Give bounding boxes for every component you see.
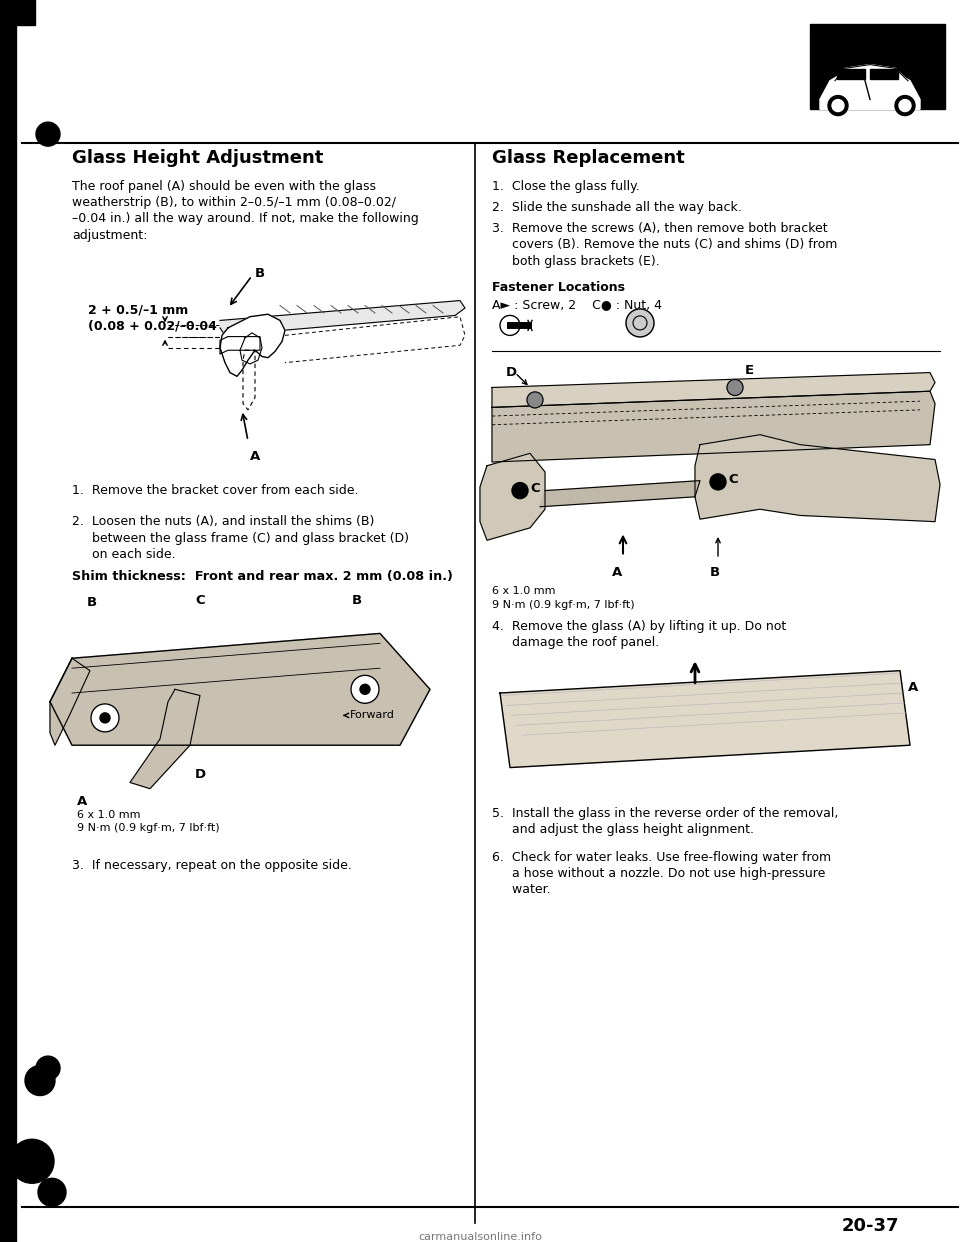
Circle shape: [512, 483, 528, 498]
Text: D: D: [506, 366, 517, 379]
Polygon shape: [695, 435, 940, 522]
Polygon shape: [820, 68, 920, 109]
Text: 2.  Slide the sunshade all the way back.: 2. Slide the sunshade all the way back.: [492, 201, 742, 214]
Circle shape: [351, 676, 379, 703]
Text: 9 N·m (0.9 kgf·m, 7 lbf·ft): 9 N·m (0.9 kgf·m, 7 lbf·ft): [492, 600, 635, 610]
Bar: [870, 70, 898, 79]
Text: 3.  Remove the screws (A), then remove both bracket: 3. Remove the screws (A), then remove bo…: [492, 222, 828, 235]
Text: (0.08 + 0.02/–0.04 in.): (0.08 + 0.02/–0.04 in.): [88, 319, 245, 332]
Text: 2 + 0.5/–1 mm: 2 + 0.5/–1 mm: [88, 303, 188, 315]
Text: 20-37: 20-37: [841, 1217, 899, 1235]
Polygon shape: [500, 671, 910, 768]
Text: 2.  Loosen the nuts (A), and install the shims (B): 2. Loosen the nuts (A), and install the …: [72, 515, 374, 528]
Text: 5.  Install the glass in the reverse order of the removal,: 5. Install the glass in the reverse orde…: [492, 807, 838, 820]
Polygon shape: [243, 350, 255, 410]
Text: on each side.: on each side.: [72, 548, 176, 560]
Polygon shape: [835, 65, 908, 81]
Text: adjustment:: adjustment:: [72, 229, 148, 241]
Bar: [810, 25, 945, 109]
Bar: [0, 0, 16, 1242]
Text: A: A: [77, 795, 87, 807]
Text: E: E: [745, 364, 755, 376]
Text: carmanualsonline.info: carmanualsonline.info: [418, 1232, 542, 1242]
Text: Glass Height Adjustment: Glass Height Adjustment: [72, 149, 324, 166]
Circle shape: [36, 1056, 60, 1081]
Polygon shape: [492, 391, 935, 462]
Polygon shape: [50, 633, 430, 745]
Text: covers (B). Remove the nuts (C) and shims (D) from: covers (B). Remove the nuts (C) and shim…: [492, 238, 837, 251]
Text: B: B: [87, 596, 97, 609]
Text: damage the roof panel.: damage the roof panel.: [492, 636, 660, 648]
Polygon shape: [220, 314, 285, 376]
Text: 1.  Close the glass fully.: 1. Close the glass fully.: [492, 180, 639, 193]
Polygon shape: [480, 453, 545, 540]
Circle shape: [36, 122, 60, 147]
Text: The roof panel (A) should be even with the glass: The roof panel (A) should be even with t…: [72, 180, 376, 193]
Text: and adjust the glass height alignment.: and adjust the glass height alignment.: [492, 823, 754, 836]
Text: A: A: [250, 450, 260, 462]
Text: 1.  Remove the bracket cover from each side.: 1. Remove the bracket cover from each si…: [72, 484, 358, 497]
Text: water.: water.: [492, 883, 551, 895]
Circle shape: [38, 1179, 66, 1206]
Text: 6 x 1.0 mm: 6 x 1.0 mm: [77, 810, 140, 820]
Text: C: C: [195, 594, 204, 606]
Text: A► : Screw, 2    C● : Nut, 4: A► : Screw, 2 C● : Nut, 4: [492, 298, 662, 310]
Circle shape: [832, 99, 844, 112]
Text: C: C: [530, 482, 540, 494]
Text: weatherstrip (B), to within 2–0.5/–1 mm (0.08–0.02/: weatherstrip (B), to within 2–0.5/–1 mm …: [72, 196, 396, 209]
Circle shape: [710, 474, 726, 489]
Text: 3.  If necessary, repeat on the opposite side.: 3. If necessary, repeat on the opposite …: [72, 859, 352, 872]
Text: D: D: [195, 768, 206, 780]
Text: both glass brackets (E).: both glass brackets (E).: [492, 255, 660, 267]
Text: 9 N·m (0.9 kgf·m, 7 lbf·ft): 9 N·m (0.9 kgf·m, 7 lbf·ft): [77, 823, 220, 833]
Circle shape: [91, 704, 119, 732]
Circle shape: [25, 1066, 55, 1095]
Text: Glass Replacement: Glass Replacement: [492, 149, 684, 166]
Text: B: B: [255, 267, 265, 279]
Bar: [0, 0, 35, 25]
Text: A: A: [612, 566, 622, 579]
Circle shape: [360, 684, 370, 694]
Circle shape: [895, 96, 915, 116]
Text: –0.04 in.) all the way around. If not, make the following: –0.04 in.) all the way around. If not, m…: [72, 212, 419, 225]
Text: a hose without a nozzle. Do not use high-pressure: a hose without a nozzle. Do not use high…: [492, 867, 826, 879]
Bar: [837, 70, 865, 79]
Circle shape: [527, 392, 543, 407]
Circle shape: [100, 713, 110, 723]
Text: 4.  Remove the glass (A) by lifting it up. Do not: 4. Remove the glass (A) by lifting it up…: [492, 620, 786, 632]
Text: A: A: [908, 681, 919, 693]
Text: 6.  Check for water leaks. Use free-flowing water from: 6. Check for water leaks. Use free-flowi…: [492, 851, 831, 863]
Text: C: C: [728, 473, 737, 486]
Circle shape: [500, 315, 520, 335]
Text: B: B: [352, 594, 362, 606]
Circle shape: [828, 96, 848, 116]
Circle shape: [899, 99, 911, 112]
Text: Forward: Forward: [350, 710, 395, 720]
Polygon shape: [130, 689, 200, 789]
Polygon shape: [50, 658, 90, 745]
Circle shape: [626, 309, 654, 337]
Circle shape: [727, 380, 743, 395]
Text: between the glass frame (C) and glass bracket (D): between the glass frame (C) and glass br…: [72, 532, 409, 544]
Polygon shape: [220, 301, 465, 335]
Polygon shape: [540, 481, 700, 507]
Text: Fastener Locations: Fastener Locations: [492, 281, 625, 293]
Circle shape: [10, 1139, 54, 1184]
Text: B: B: [710, 566, 720, 579]
Text: 6 x 1.0 mm: 6 x 1.0 mm: [492, 586, 556, 596]
Polygon shape: [220, 337, 260, 354]
Text: Shim thickness:  Front and rear max. 2 mm (0.08 in.): Shim thickness: Front and rear max. 2 mm…: [72, 570, 453, 582]
Polygon shape: [492, 373, 935, 407]
